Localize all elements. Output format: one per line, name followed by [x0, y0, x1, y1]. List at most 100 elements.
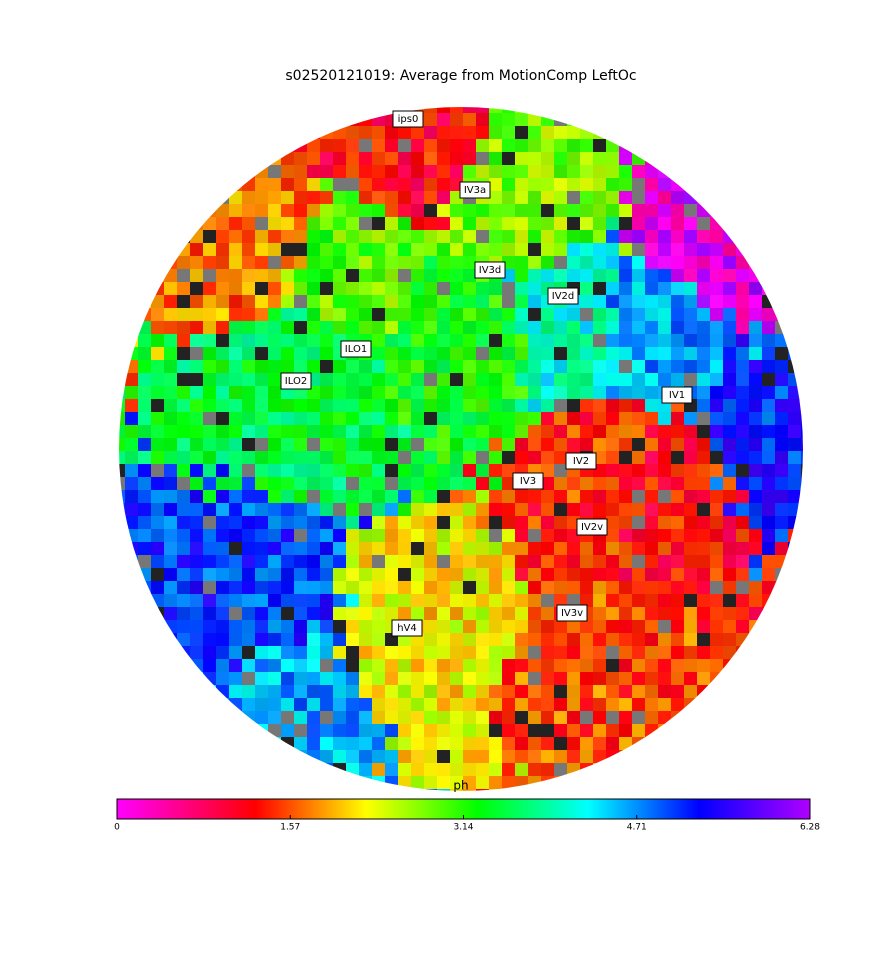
- map-cell: [333, 490, 346, 503]
- map-cell: [164, 373, 177, 386]
- map-cell: [119, 386, 125, 399]
- map-cell: [502, 334, 515, 347]
- map-cell: [359, 659, 372, 672]
- map-cell: [281, 451, 294, 464]
- map-cell: [320, 516, 333, 529]
- map-cell: [216, 594, 229, 607]
- map-cell: [307, 477, 320, 490]
- map-cell: [463, 646, 476, 659]
- map-cell: [216, 230, 229, 243]
- map-cell: [450, 126, 463, 139]
- map-cell: [294, 737, 307, 750]
- map-cell: [645, 516, 658, 529]
- map-cell: [437, 113, 450, 126]
- map-cell: [216, 282, 229, 295]
- map-cell: [333, 737, 346, 750]
- map-cell: [177, 568, 190, 581]
- map-cell: [320, 672, 333, 685]
- map-cell: [203, 107, 216, 113]
- map-cell: [398, 425, 411, 438]
- map-cell: [736, 308, 749, 321]
- map-cell: [541, 607, 554, 620]
- map-cell: [567, 360, 580, 373]
- map-cell: [203, 425, 216, 438]
- map-cell: [593, 386, 606, 399]
- map-cell: [333, 386, 346, 399]
- map-cell: [437, 321, 450, 334]
- map-cell: [697, 750, 710, 763]
- map-cell: [567, 178, 580, 191]
- map-cell: [346, 386, 359, 399]
- map-cell: [398, 230, 411, 243]
- map-cell: [268, 191, 281, 204]
- map-cell: [125, 425, 138, 438]
- map-cell: [541, 399, 554, 412]
- map-cell: [164, 425, 177, 438]
- map-cell: [307, 217, 320, 230]
- map-cell: [190, 698, 203, 711]
- map-cell: [450, 750, 463, 763]
- map-cell: [606, 399, 619, 412]
- map-cell: [697, 191, 710, 204]
- map-cell: [242, 516, 255, 529]
- map-cell: [528, 776, 541, 789]
- map-cell: [119, 503, 125, 516]
- map-cell: [333, 711, 346, 724]
- map-cell: [281, 399, 294, 412]
- map-cell: [775, 126, 788, 139]
- map-cell: [294, 451, 307, 464]
- map-cell: [749, 399, 762, 412]
- map-cell: [450, 620, 463, 633]
- map-cell: [216, 516, 229, 529]
- map-cell: [164, 347, 177, 360]
- map-cell: [788, 516, 801, 529]
- map-cell: [177, 204, 190, 217]
- map-cell: [125, 243, 138, 256]
- map-cell: [411, 373, 424, 386]
- map-cell: [567, 165, 580, 178]
- map-cell: [723, 334, 736, 347]
- map-cell: [203, 217, 216, 230]
- map-cell: [151, 308, 164, 321]
- map-cell: [372, 295, 385, 308]
- map-cell: [242, 113, 255, 126]
- map-cell: [723, 399, 736, 412]
- map-cell: [593, 607, 606, 620]
- map-cell: [489, 568, 502, 581]
- map-cell: [190, 425, 203, 438]
- map-cell: [320, 256, 333, 269]
- map-cell: [164, 464, 177, 477]
- map-cell: [385, 672, 398, 685]
- map-cell: [359, 568, 372, 581]
- map-cell: [788, 477, 801, 490]
- map-cell: [255, 373, 268, 386]
- map-cell: [125, 542, 138, 555]
- map-cell: [684, 165, 697, 178]
- map-cell: [723, 308, 736, 321]
- map-cell: [632, 763, 645, 776]
- map-cell: [281, 724, 294, 737]
- map-cell: [554, 386, 567, 399]
- map-cell: [645, 620, 658, 633]
- map-cell: [307, 555, 320, 568]
- map-cell: [359, 165, 372, 178]
- map-cell: [255, 503, 268, 516]
- map-cell: [359, 360, 372, 373]
- map-cell: [684, 516, 697, 529]
- map-cell: [333, 321, 346, 334]
- map-cell: [528, 139, 541, 152]
- map-cell: [385, 438, 398, 451]
- map-cell: [645, 568, 658, 581]
- map-cell: [632, 230, 645, 243]
- map-cell: [151, 230, 164, 243]
- map-cell: [658, 334, 671, 347]
- map-cell: [164, 477, 177, 490]
- map-cell: [671, 113, 684, 126]
- map-cell: [450, 152, 463, 165]
- map-cell: [684, 178, 697, 191]
- map-cell: [307, 724, 320, 737]
- map-cell: [138, 438, 151, 451]
- map-cell: [671, 724, 684, 737]
- map-cell: [119, 620, 125, 633]
- map-cell: [762, 659, 775, 672]
